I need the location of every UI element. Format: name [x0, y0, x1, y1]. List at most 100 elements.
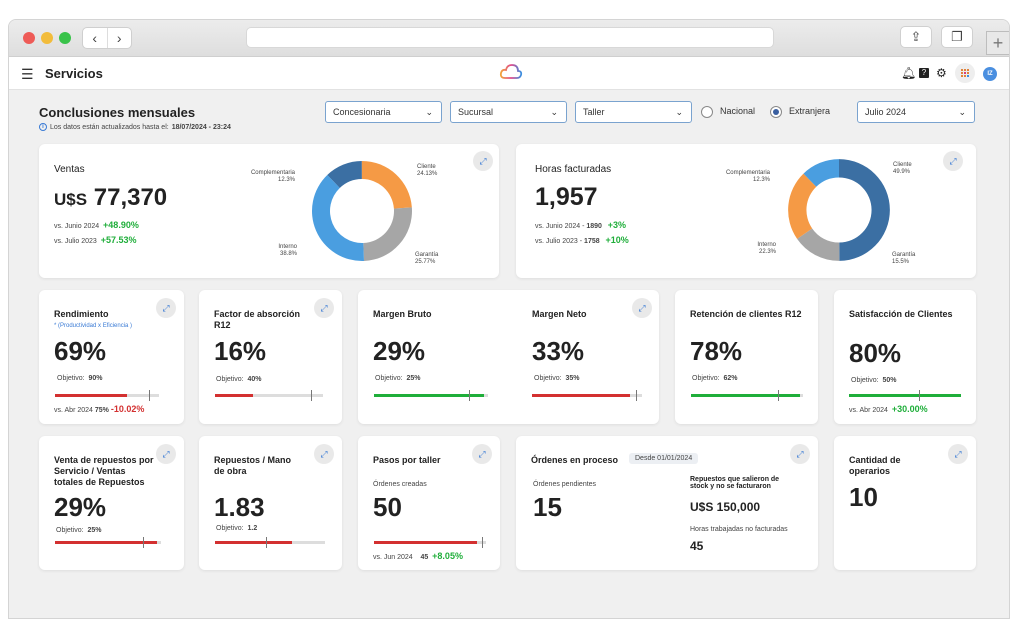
nacional-radio[interactable] — [701, 106, 713, 118]
gear-icon[interactable]: ⚙ — [936, 66, 947, 80]
donut-label-name: Complementaria — [250, 170, 295, 176]
venta-repuestos-objective: Objetivo: 25% — [56, 527, 102, 534]
rendimiento-subtitle-text: * (Productividad x Eficiencia ) — [54, 323, 133, 329]
updated-label: Los datos están actualizados hasta el: — [50, 123, 169, 131]
donut-label-pct: 49.9% — [893, 169, 911, 175]
repuestos-mano-progress-bar — [215, 537, 325, 548]
pasos-subtitle: Órdenes creadas — [373, 481, 427, 488]
margen-bruto-value: 29% — [373, 336, 426, 366]
satisfaccion-cmp: vs. Abr 2024 +30.00% — [849, 404, 928, 414]
maximize-window-dot[interactable] — [59, 32, 71, 44]
expand-icon[interactable]: ⤢ — [156, 298, 176, 318]
period-select[interactable]: Julio 2024 ⌄ — [857, 101, 975, 123]
expand-icon[interactable]: ⤢ — [472, 444, 492, 464]
ventas-donut-chart — [312, 161, 412, 261]
margen-bruto-objective: Objetivo: 25% — [375, 375, 421, 382]
horas-cmp1-label: vs. Junio 2024 - — [535, 223, 585, 230]
objective-value: 50% — [882, 377, 897, 384]
minimize-window-dot[interactable] — [41, 32, 53, 44]
rendimiento-cmp: vs. Abr 2024 75% -10.02% — [54, 404, 144, 414]
progress-fill — [215, 541, 293, 544]
objective-value: 25% — [87, 527, 102, 534]
apps-grid-icon[interactable] — [955, 63, 975, 83]
ventas-donut-label-complementaria: Complementaria 12.3% — [249, 170, 295, 184]
donut-label-name: Complementaria — [725, 170, 770, 176]
extranjera-label: Extranjera — [789, 106, 831, 116]
close-window-dot[interactable] — [23, 32, 35, 44]
url-bar[interactable] — [246, 27, 774, 48]
menu-icon[interactable]: ☰ — [21, 66, 34, 82]
ventas-amount: 77,370 — [93, 184, 168, 211]
expand-icon[interactable]: ⤢ — [156, 444, 176, 464]
ordenes-card: Órdenes en proceso Desde 01/01/2024 Órde… — [516, 436, 818, 570]
expand-icon[interactable]: ⤢ — [790, 444, 810, 464]
ventas-donut-label-garantia: Garantía 25.77% — [415, 252, 438, 266]
venta-repuestos-card: Venta de repuestos por Servicio / Ventas… — [39, 436, 184, 570]
progress-fill — [55, 394, 127, 397]
progress-fill — [849, 394, 961, 397]
ordenes-horas-value: 45 — [690, 539, 704, 553]
expand-icon[interactable]: ⤢ — [943, 151, 963, 171]
chevron-down-icon: ⌄ — [958, 107, 966, 117]
ordenes-since-badge: Desde 01/01/2024 — [629, 453, 699, 464]
ventas-currency: U$S — [54, 190, 88, 209]
horas-cmp2-base: 1758 — [584, 238, 600, 245]
repuestos-mano-value: 1.83 — [214, 492, 265, 522]
horas-title: Horas facturadas — [535, 164, 612, 175]
objective-value: 1.2 — [247, 525, 258, 532]
horas-donut-label-interno: Interno 22.3% — [754, 242, 776, 256]
objective-value: 90% — [88, 375, 103, 382]
pasos-card: Pasos por taller Órdenes creadas 50 vs. … — [358, 436, 500, 570]
target-tick — [143, 537, 145, 548]
expand-icon[interactable]: ⤢ — [314, 444, 334, 464]
margen-bruto-progress-bar — [374, 390, 488, 401]
expand-icon[interactable]: ⤢ — [948, 444, 968, 464]
horas-donut-label-cliente: Cliente 49.9% — [893, 162, 912, 176]
chevron-down-icon: ⌄ — [425, 107, 433, 117]
help-icon[interactable]: ? — [919, 68, 929, 78]
ventas-cmp1-value: +48.90% — [103, 220, 139, 230]
repuestos-mano-card: Repuestos / Mano de obra 1.83 Objetivo: … — [199, 436, 342, 570]
rendimiento-title: Rendimiento — [54, 309, 109, 319]
taller-select[interactable]: Taller ⌄ — [575, 101, 692, 123]
cmp-value: +8.05% — [432, 551, 463, 561]
repuestos-mano-title: Repuestos / Mano de obra — [214, 455, 292, 476]
progress-fill — [691, 394, 801, 397]
sucursal-select[interactable]: Sucursal ⌄ — [450, 101, 567, 123]
back-icon[interactable]: ‹ — [83, 28, 108, 48]
cmp-label: vs. Jun 2024 — [373, 554, 413, 561]
browser-window: ‹ › ⇪ ❐ + ☰ Servicios 🔔︎ ? ⚙ IZ Conclusi… — [8, 19, 1010, 619]
progress-fill — [532, 394, 631, 397]
nav-buttons: ‹ › — [82, 27, 132, 49]
pasos-title: Pasos por taller — [373, 455, 441, 465]
absorcion-progress-bar — [215, 390, 323, 401]
ordenes-pendientes-label: Órdenes pendientes — [533, 481, 597, 488]
horas-card: Horas facturadas 1,957 vs. Junio 2024 - … — [516, 144, 976, 278]
updated-value: 18/07/2024 - 23:24 — [171, 123, 231, 131]
new-tab-icon[interactable]: + — [986, 31, 1009, 55]
horas-donut-label-garantia: Garantía 15.5% — [892, 252, 915, 266]
rendimiento-objective: Objetivo: 90% — [57, 375, 103, 382]
expand-icon[interactable]: ⤢ — [473, 151, 493, 171]
ordenes-pendientes-value: 15 — [533, 492, 562, 522]
concesionaria-select[interactable]: Concesionaria ⌄ — [325, 101, 442, 123]
progress-fill — [374, 541, 478, 544]
retencion-card: Retención de clientes R12 78% Objetivo: … — [675, 290, 818, 424]
ventas-donut-label-interno: Interno 38.8% — [275, 244, 297, 258]
objective-value: 25% — [406, 375, 421, 382]
chevron-down-icon: ⌄ — [550, 107, 558, 117]
user-avatar[interactable]: IZ — [983, 67, 997, 81]
expand-icon[interactable]: ⤢ — [314, 298, 334, 318]
cmp-base: 75% — [94, 407, 109, 414]
forward-icon[interactable]: › — [116, 30, 122, 46]
share-icon[interactable]: ⇪ — [900, 26, 932, 48]
expand-icon[interactable]: ⤢ — [632, 298, 652, 318]
bell-icon[interactable]: 🔔︎ — [901, 66, 917, 80]
extranjera-radio[interactable] — [770, 106, 782, 118]
tabs-icon[interactable]: ❐ — [941, 26, 973, 48]
objective-value: 62% — [723, 375, 738, 382]
objective-label: Objetivo: — [534, 375, 562, 382]
repuestos-mano-objective: Objetivo: 1.2 — [216, 525, 257, 532]
sucursal-label: Sucursal — [458, 107, 494, 117]
horas-value: 1,957 — [535, 183, 598, 211]
